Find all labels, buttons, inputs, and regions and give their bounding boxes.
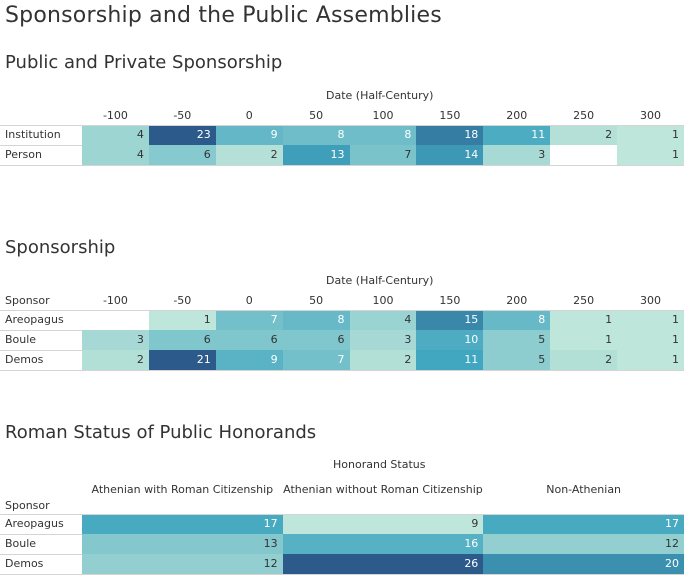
row-dimension-title: Sponsor [5,294,50,307]
header-divider [0,310,684,311]
column-header: 150 [439,109,461,122]
heatmap-cell: 1 [148,310,216,330]
row-divider [0,370,684,371]
heatmap-cell: 1 [550,330,618,350]
column-header: Athenian without Roman Citizenship [283,483,483,496]
heatmap-cell: 7 [349,145,417,165]
column-header: 100 [372,294,394,307]
header-divider [0,514,684,515]
heatmap-cell: 10 [416,330,484,350]
heatmap-cell: 18 [416,125,484,145]
chart-title-public-private: Public and Private Sponsorship [5,52,283,73]
column-dimension-title: Honorand Status [333,458,426,471]
heatmap-cell: 6 [215,330,283,350]
heatmap-cell: 1 [617,125,684,145]
heatmap-cell [82,310,149,330]
heatmap-cell: 4 [82,145,149,165]
heatmap-cell: 11 [416,350,484,370]
heatmap-cell: 5 [483,350,551,370]
heatmap-cell: 6 [148,330,216,350]
heatmap-cell: 8 [349,125,417,145]
row-label: Areopagus [5,517,64,530]
heatmap-cell: 17 [82,514,283,534]
heatmap-cell [550,145,618,165]
heatmap-cell: 13 [282,145,350,165]
row-divider [0,165,684,166]
column-header: 100 [372,109,394,122]
heatmap-cell: 8 [483,310,551,330]
heatmap-cell: 3 [82,330,149,350]
heatmap-cell: 15 [416,310,484,330]
heatmap-cell: 14 [416,145,484,165]
row-dimension-title: Sponsor [5,499,50,512]
heatmap-cell: 6 [148,145,216,165]
heatmap-cell: 7 [215,310,283,330]
column-header: 200 [506,109,528,122]
column-header: 250 [573,294,595,307]
row-label: Areopagus [5,313,64,326]
row-label: Boule [5,537,37,550]
heatmap-cell: 1 [617,330,684,350]
chart-title-roman-status: Roman Status of Public Honorands [5,422,317,443]
heatmap-cell: 12 [82,554,283,574]
heatmap-cell: 20 [483,554,684,574]
heatmap-cell: 4 [82,125,149,145]
page-title: Sponsorship and the Public Assemblies [5,3,442,28]
heatmap-cell: 3 [483,145,551,165]
heatmap-cell: 7 [282,350,350,370]
row-label: Demos [5,353,44,366]
heatmap-cell: 12 [483,534,684,554]
heatmap-cell: 13 [82,534,283,554]
heatmap-cell: 1 [550,310,618,330]
column-header: -50 [173,294,192,307]
column-header: 0 [245,294,253,307]
column-header: -100 [102,294,128,307]
column-header: -100 [102,109,128,122]
heatmap-cell: 23 [148,125,216,145]
column-dimension-title: Date (Half-Century) [326,274,434,287]
heatmap-cell: 9 [282,514,484,534]
heatmap-cell: 2 [550,125,618,145]
column-header: 50 [309,109,324,122]
column-header: 150 [439,294,461,307]
heatmap-cell: 2 [82,350,149,370]
row-label: Boule [5,333,37,346]
column-header: 200 [506,294,528,307]
heatmap-cell: 9 [215,125,283,145]
row-divider [0,574,684,575]
column-header: -50 [173,109,192,122]
column-header: Non-Athenian [546,483,622,496]
column-header: 300 [640,109,662,122]
heatmap-cell: 2 [349,350,417,370]
column-header: 50 [309,294,324,307]
row-label: Institution [5,128,61,141]
heatmap-cell: 8 [282,125,350,145]
heatmap-cell: 1 [617,350,684,370]
heatmap-cell: 8 [282,310,350,330]
heatmap-cell: 1 [617,145,684,165]
column-header: 0 [245,109,253,122]
heatmap-cell: 1 [617,310,684,330]
column-header: Athenian with Roman Citizenship [91,483,274,496]
heatmap-cell: 5 [483,330,551,350]
heatmap-cell: 11 [483,125,551,145]
header-divider [0,125,684,126]
heatmap-cell: 21 [148,350,216,370]
heatmap-cell: 2 [550,350,618,370]
heatmap-cell: 2 [215,145,283,165]
heatmap-cell: 4 [349,310,417,330]
row-label: Person [5,148,42,161]
row-label: Demos [5,557,44,570]
heatmap-cell: 16 [282,534,484,554]
heatmap-cell: 26 [282,554,484,574]
heatmap-cell: 6 [282,330,350,350]
chart-title-sponsorship: Sponsorship [5,237,116,258]
column-dimension-title: Date (Half-Century) [326,89,434,102]
heatmap-cell: 9 [215,350,283,370]
heatmap-cell: 3 [349,330,417,350]
column-header: 300 [640,294,662,307]
column-header: 250 [573,109,595,122]
heatmap-cell: 17 [483,514,684,534]
